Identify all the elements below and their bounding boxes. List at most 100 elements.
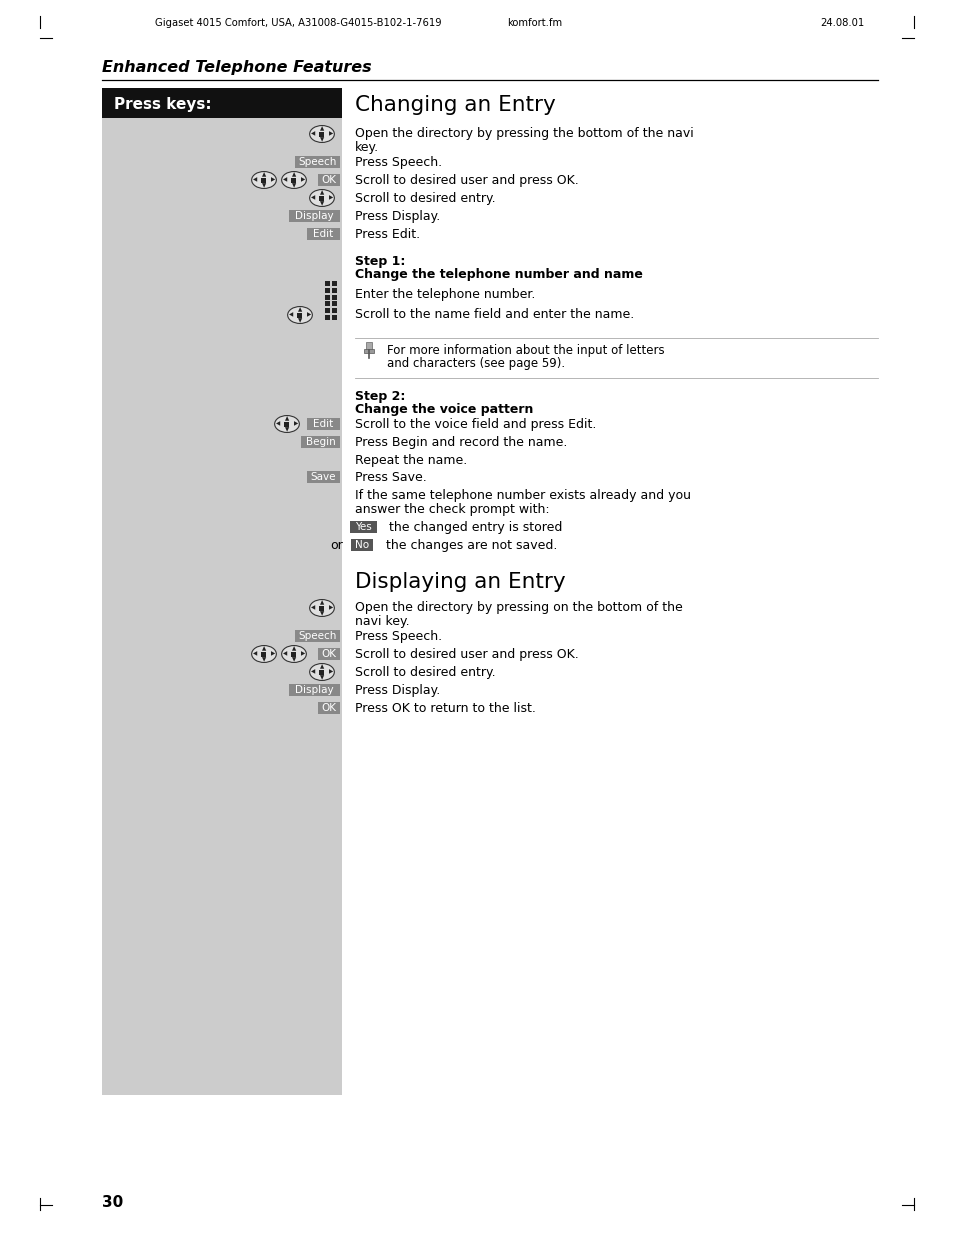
Text: ▲: ▲ [292,646,295,651]
Bar [332,280,336,285]
Text: ▲: ▲ [319,664,324,669]
Text: OK: OK [321,650,336,659]
Text: Step 1:: Step 1: [355,254,405,268]
Text: If the same telephone number exists already and you: If the same telephone number exists alre… [355,489,690,501]
Bar [319,605,324,610]
Text: ▶: ▶ [329,131,334,137]
Text: answer the check prompt with:: answer the check prompt with: [355,503,549,516]
Bar [261,178,266,183]
Ellipse shape [281,172,306,189]
Text: ▲: ▲ [297,308,302,312]
Text: Press keys:: Press keys: [113,96,212,111]
Text: No: No [355,540,369,550]
Bar [332,288,336,293]
Text: ▼: ▼ [292,183,295,188]
Text: Scroll to the voice field and press Edit.: Scroll to the voice field and press Edit… [355,417,596,431]
Text: ▼: ▼ [319,676,324,680]
Text: ▲: ▲ [319,190,324,195]
Text: Enhanced Telephone Features: Enhanced Telephone Features [102,61,372,75]
Text: ▼: ▼ [285,427,289,432]
Text: ▲: ▲ [262,646,266,651]
Text: ◀: ◀ [310,605,314,610]
Text: ▶: ▶ [301,178,305,183]
Text: ▲: ▲ [319,600,324,605]
Text: ▶: ▶ [271,652,275,657]
Bar [307,228,339,240]
Bar [294,156,339,168]
Text: Scroll to desired user and press OK.: Scroll to desired user and press OK. [355,174,578,186]
Text: ▼: ▼ [292,657,295,662]
Text: ▲: ▲ [292,172,295,177]
Text: navi key.: navi key. [355,615,409,629]
Text: Gigaset 4015 Comfort, USA, A31008-G4015-B102-1-7619: Gigaset 4015 Comfort, USA, A31008-G4015-… [154,19,441,28]
Text: ◀: ◀ [282,652,287,657]
Text: ▲: ▲ [285,416,289,421]
Ellipse shape [310,126,334,142]
Bar [325,288,330,293]
Bar [319,131,324,137]
Bar [325,308,330,312]
Bar [332,315,336,320]
Ellipse shape [310,599,334,616]
Text: Press Display.: Press Display. [355,210,439,224]
Text: Enter the telephone number.: Enter the telephone number. [355,288,535,301]
Text: Begin: Begin [305,437,335,447]
Bar [325,294,330,300]
Text: ▲: ▲ [319,126,324,131]
Text: komfort.fm: komfort.fm [507,19,562,28]
Text: Press OK to return to the list.: Press OK to return to the list. [355,701,536,715]
Text: Edit: Edit [313,419,334,429]
Bar [325,280,330,285]
Text: ▶: ▶ [329,195,334,200]
Text: For more information about the input of letters: For more information about the input of … [387,345,664,357]
Bar [325,300,330,305]
Bar [366,342,372,350]
Bar [292,652,296,657]
Text: OK: OK [321,703,336,713]
Text: ◀: ◀ [253,652,256,657]
Text: ▶: ▶ [329,669,334,674]
Ellipse shape [252,172,276,189]
Text: Change the telephone number and name: Change the telephone number and name [355,268,642,282]
Text: ◀: ◀ [288,312,293,317]
Bar [319,195,324,200]
Text: Open the directory by pressing on the bottom of the: Open the directory by pressing on the bo… [355,601,682,614]
Text: key.: key. [355,141,378,154]
Text: ▶: ▶ [329,605,334,610]
Text: ◀: ◀ [275,421,279,426]
Text: 24.08.01: 24.08.01 [820,19,863,28]
Bar [351,538,373,551]
Bar [319,669,324,674]
Bar [307,471,339,483]
Text: ▶: ▶ [307,312,312,317]
Text: Repeat the name.: Repeat the name. [355,454,467,467]
Text: Open the directory by pressing the bottom of the navi: Open the directory by pressing the botto… [355,127,693,140]
Text: ▶: ▶ [294,421,298,426]
Bar [325,315,330,320]
Text: Display: Display [295,211,334,221]
Text: Scroll to desired entry.: Scroll to desired entry. [355,191,496,205]
Bar [297,312,302,317]
Text: Changing an Entry: Changing an Entry [355,95,556,115]
Bar [364,350,374,353]
Text: ◀: ◀ [282,178,287,183]
Text: Press Speech.: Press Speech. [355,630,441,643]
Ellipse shape [281,646,306,662]
Text: ◀: ◀ [253,178,256,183]
Text: Speech: Speech [298,157,336,167]
Ellipse shape [274,415,299,432]
Text: ▶: ▶ [301,652,305,657]
Ellipse shape [252,646,276,662]
Text: Scroll to the name field and enter the name.: Scroll to the name field and enter the n… [355,308,634,321]
Bar [261,652,266,657]
Text: ◀: ◀ [310,131,314,137]
Text: ▼: ▼ [262,657,266,662]
Ellipse shape [288,306,312,324]
Text: and characters (see page 59).: and characters (see page 59). [387,357,564,370]
Bar [318,174,339,186]
Text: Yes: Yes [355,522,372,532]
Text: Press Edit.: Press Edit. [355,228,419,241]
Bar [318,648,339,659]
Bar [332,300,336,305]
Text: Press Speech.: Press Speech. [355,156,441,169]
